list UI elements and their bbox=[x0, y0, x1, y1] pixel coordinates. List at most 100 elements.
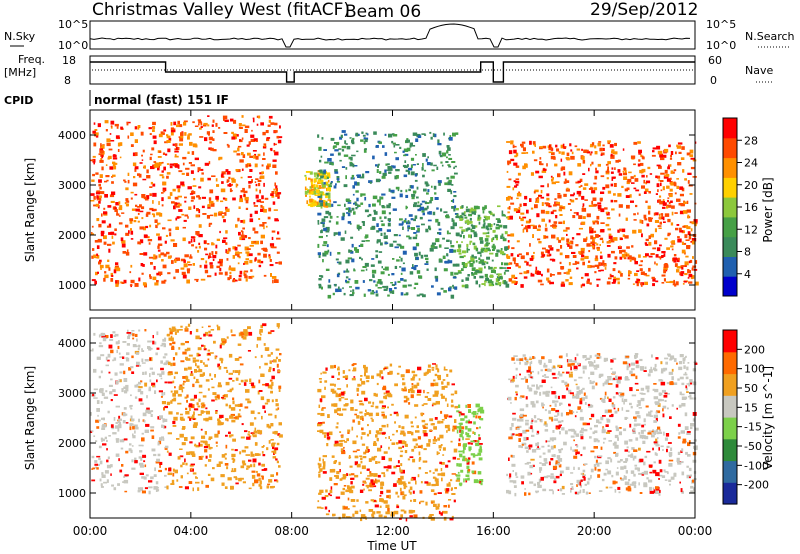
power-cell bbox=[529, 198, 532, 202]
velocity-cell bbox=[258, 477, 261, 482]
power-cell bbox=[149, 276, 152, 280]
velocity-cell bbox=[145, 423, 150, 427]
velocity-cell bbox=[690, 426, 693, 430]
power-cell bbox=[342, 287, 344, 290]
velocity-cell bbox=[411, 448, 415, 452]
power-cell bbox=[408, 188, 411, 192]
velocity-cell bbox=[271, 450, 275, 453]
power-cell bbox=[474, 210, 477, 214]
power-cell bbox=[372, 195, 378, 200]
power-cell bbox=[248, 276, 253, 279]
velocity-cell bbox=[335, 426, 339, 429]
velocity-cell bbox=[519, 408, 525, 412]
power-cell bbox=[326, 187, 331, 192]
power-cell bbox=[277, 139, 282, 144]
power-cell bbox=[226, 143, 229, 146]
power-cell bbox=[457, 271, 462, 274]
power-cell bbox=[559, 205, 563, 208]
power-cell bbox=[338, 148, 342, 150]
power-cell bbox=[671, 211, 674, 216]
velocity-cell bbox=[405, 517, 408, 522]
velocity-cell bbox=[271, 399, 274, 403]
velocity-cell bbox=[100, 483, 103, 487]
velocity-cell bbox=[460, 469, 464, 473]
power-cell bbox=[659, 258, 662, 260]
velocity-cell bbox=[183, 380, 186, 383]
power-cell bbox=[516, 197, 519, 200]
power-cell bbox=[455, 132, 459, 135]
power-cell bbox=[495, 278, 499, 282]
velocity-cell bbox=[380, 490, 384, 495]
power-cell bbox=[266, 138, 270, 142]
velocity-cell bbox=[323, 463, 326, 467]
power-cell bbox=[508, 206, 511, 210]
velocity-cell bbox=[124, 390, 128, 394]
velocity-cell bbox=[150, 429, 154, 432]
power-cell bbox=[130, 144, 134, 147]
power-cell bbox=[325, 226, 330, 231]
power-cell bbox=[415, 154, 417, 156]
power-cell bbox=[619, 256, 623, 260]
velocity-cell bbox=[137, 388, 142, 393]
velocity-cell bbox=[669, 382, 674, 385]
power-cell bbox=[319, 169, 323, 173]
velocity-cell bbox=[235, 477, 238, 481]
power-cell bbox=[451, 184, 454, 186]
velocity-cell bbox=[628, 363, 631, 367]
velocity-cell bbox=[106, 448, 108, 451]
power-cell bbox=[223, 237, 228, 240]
power-cell bbox=[373, 280, 376, 283]
velocity-cell bbox=[432, 439, 438, 442]
velocity-cell bbox=[261, 463, 265, 467]
power-cell bbox=[91, 225, 94, 228]
power-cell bbox=[360, 269, 365, 272]
velocity-cell bbox=[197, 405, 201, 408]
power-cell bbox=[594, 257, 599, 262]
velocity-cell bbox=[339, 440, 343, 443]
velocity-cell bbox=[397, 460, 400, 464]
velocity-cell bbox=[362, 456, 367, 459]
velocity-cell bbox=[152, 335, 154, 339]
velocity-cell bbox=[138, 444, 143, 447]
velocity-cell bbox=[588, 492, 591, 494]
power-cell bbox=[371, 258, 375, 260]
velocity-cell bbox=[359, 411, 363, 414]
velocity-cell bbox=[353, 376, 356, 378]
power-cell bbox=[183, 120, 188, 123]
power-cell bbox=[530, 273, 535, 277]
power-cell bbox=[539, 157, 542, 160]
power-cell bbox=[362, 193, 366, 196]
power-cell bbox=[507, 207, 510, 210]
velocity-cell bbox=[126, 343, 130, 346]
power-cell bbox=[556, 237, 559, 241]
velocity-cell bbox=[360, 375, 363, 377]
power-cell bbox=[509, 215, 513, 220]
velocity-cell bbox=[579, 416, 584, 421]
velocity-cell bbox=[260, 324, 263, 329]
power-cell bbox=[155, 224, 157, 228]
velocity-cell bbox=[386, 489, 391, 493]
velocity-cell bbox=[240, 331, 245, 335]
power-cell bbox=[252, 117, 255, 120]
power-cell bbox=[377, 279, 382, 283]
power-cell bbox=[162, 227, 166, 230]
power-cell bbox=[448, 154, 451, 156]
power-cell bbox=[146, 175, 151, 179]
power-cell bbox=[435, 277, 439, 282]
power-cell bbox=[101, 155, 104, 159]
velocity-cell bbox=[190, 416, 194, 420]
velocity-cell bbox=[372, 485, 377, 488]
power-cell bbox=[503, 280, 507, 282]
power-cell bbox=[125, 187, 129, 191]
power-cell bbox=[184, 132, 187, 136]
velocity-cell bbox=[381, 456, 386, 460]
velocity-cell bbox=[360, 471, 362, 474]
power-cell bbox=[470, 234, 472, 239]
power-cell bbox=[666, 185, 670, 189]
power-cell bbox=[269, 243, 275, 247]
power-cell bbox=[607, 166, 609, 170]
power-cell bbox=[558, 221, 563, 224]
velocity-cell bbox=[258, 453, 261, 456]
velocity-cell bbox=[246, 436, 251, 440]
velocity-cell bbox=[570, 483, 574, 486]
